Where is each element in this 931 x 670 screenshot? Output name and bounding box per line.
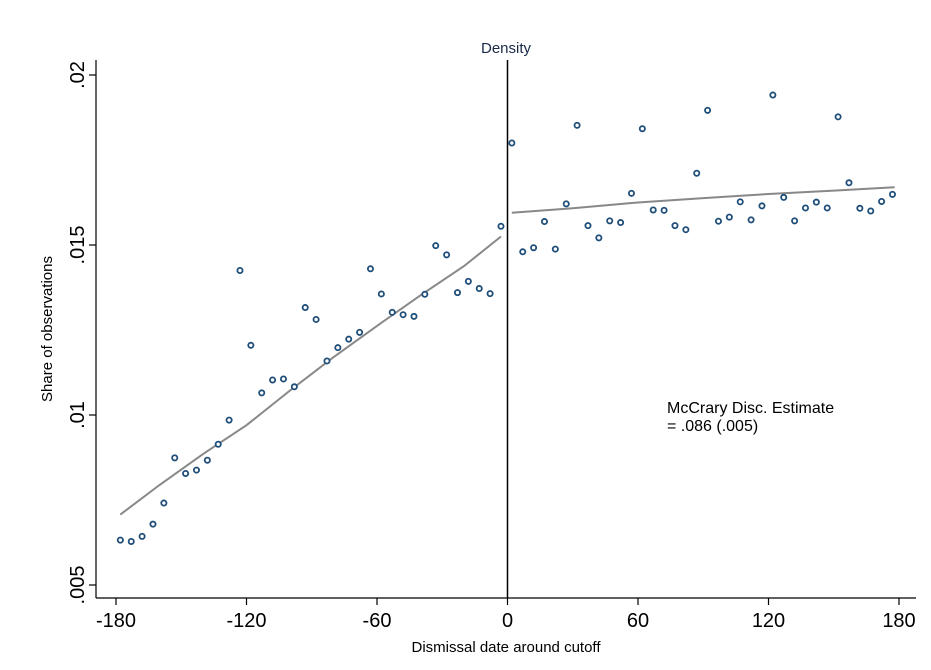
data-point xyxy=(801,204,809,212)
x-axis-title: Dismissal date around cutoff xyxy=(412,639,602,656)
data-point xyxy=(584,222,592,230)
data-point xyxy=(888,190,896,198)
mccrary-annotation-line-1: McCrary Disc. Estimate xyxy=(667,400,834,417)
data-point xyxy=(693,169,701,177)
data-point xyxy=(617,219,625,227)
data-point xyxy=(736,198,744,206)
data-point xyxy=(769,91,777,99)
data-point xyxy=(334,344,342,352)
data-point xyxy=(138,532,146,540)
data-point xyxy=(638,125,646,133)
data-point xyxy=(856,204,864,212)
data-point xyxy=(780,193,788,201)
data-point xyxy=(551,245,559,253)
data-point xyxy=(269,376,277,384)
data-point xyxy=(508,139,516,147)
data-point xyxy=(323,357,331,365)
data-point xyxy=(660,206,668,214)
data-point xyxy=(149,520,157,528)
data-point xyxy=(116,536,124,544)
x-tick-label: 60 xyxy=(627,610,649,632)
data-point xyxy=(453,289,461,297)
data-point xyxy=(421,290,429,298)
data-point xyxy=(160,499,168,507)
fit-line-right xyxy=(511,186,895,214)
x-tick-label: -180 xyxy=(96,610,136,632)
data-point xyxy=(225,416,233,424)
data-point xyxy=(366,265,374,273)
data-point xyxy=(627,189,635,197)
data-point xyxy=(714,217,722,225)
x-tick-label: 120 xyxy=(752,610,785,632)
y-tick-label: .015 xyxy=(67,226,89,265)
y-tick-label: .01 xyxy=(67,401,89,429)
data-point xyxy=(258,389,266,397)
data-point xyxy=(192,466,200,474)
fit-line-left xyxy=(119,235,502,516)
data-point xyxy=(279,375,287,383)
data-point xyxy=(497,222,505,230)
axes xyxy=(95,60,916,599)
data-point xyxy=(671,222,679,230)
data-point xyxy=(236,266,244,274)
data-point xyxy=(725,213,733,221)
data-point xyxy=(519,248,527,256)
x-tick-label: 0 xyxy=(502,610,513,632)
x-ticks: -180 -120 -60 0 60 120 180 xyxy=(96,598,916,632)
x-tick-label: 180 xyxy=(882,610,915,632)
data-point xyxy=(432,242,440,250)
data-point xyxy=(486,290,494,298)
data-point xyxy=(573,121,581,129)
data-point xyxy=(812,198,820,206)
data-point xyxy=(475,285,483,293)
data-point xyxy=(878,197,886,205)
data-point xyxy=(301,304,309,312)
data-point xyxy=(747,216,755,224)
data-point xyxy=(171,454,179,462)
data-point xyxy=(540,218,548,226)
data-point xyxy=(834,113,842,121)
data-point xyxy=(704,106,712,114)
y-tick-label: .005 xyxy=(67,566,89,605)
data-point xyxy=(682,226,690,234)
data-point xyxy=(377,290,385,298)
data-point xyxy=(214,440,222,448)
data-point xyxy=(182,469,190,477)
x-tick-label: -120 xyxy=(226,610,266,632)
data-point xyxy=(443,251,451,259)
data-point xyxy=(867,207,875,215)
data-point xyxy=(845,179,853,187)
data-point xyxy=(410,312,418,320)
data-point xyxy=(399,311,407,319)
data-points xyxy=(116,91,896,545)
data-point xyxy=(290,383,298,391)
data-point xyxy=(312,315,320,323)
data-point xyxy=(345,335,353,343)
data-point xyxy=(595,234,603,242)
mccrary-annotation-line-2: = .086 (.005) xyxy=(667,418,758,435)
data-point xyxy=(823,204,831,212)
data-point xyxy=(606,217,614,225)
data-point xyxy=(127,537,135,545)
data-point xyxy=(247,341,255,349)
chart-title: Density xyxy=(481,40,532,57)
y-axis-title: Share of observations xyxy=(39,256,56,402)
x-tick-label: -60 xyxy=(363,610,392,632)
y-tick-label: .02 xyxy=(67,61,89,89)
data-point xyxy=(356,328,364,336)
data-point xyxy=(464,277,472,285)
data-point xyxy=(203,456,211,464)
y-ticks: .005 .01 .015 .02 xyxy=(67,61,96,604)
data-point xyxy=(649,206,657,214)
data-point xyxy=(388,308,396,316)
data-point xyxy=(530,244,538,252)
data-point xyxy=(562,200,570,208)
data-point xyxy=(791,217,799,225)
data-point xyxy=(758,202,766,210)
